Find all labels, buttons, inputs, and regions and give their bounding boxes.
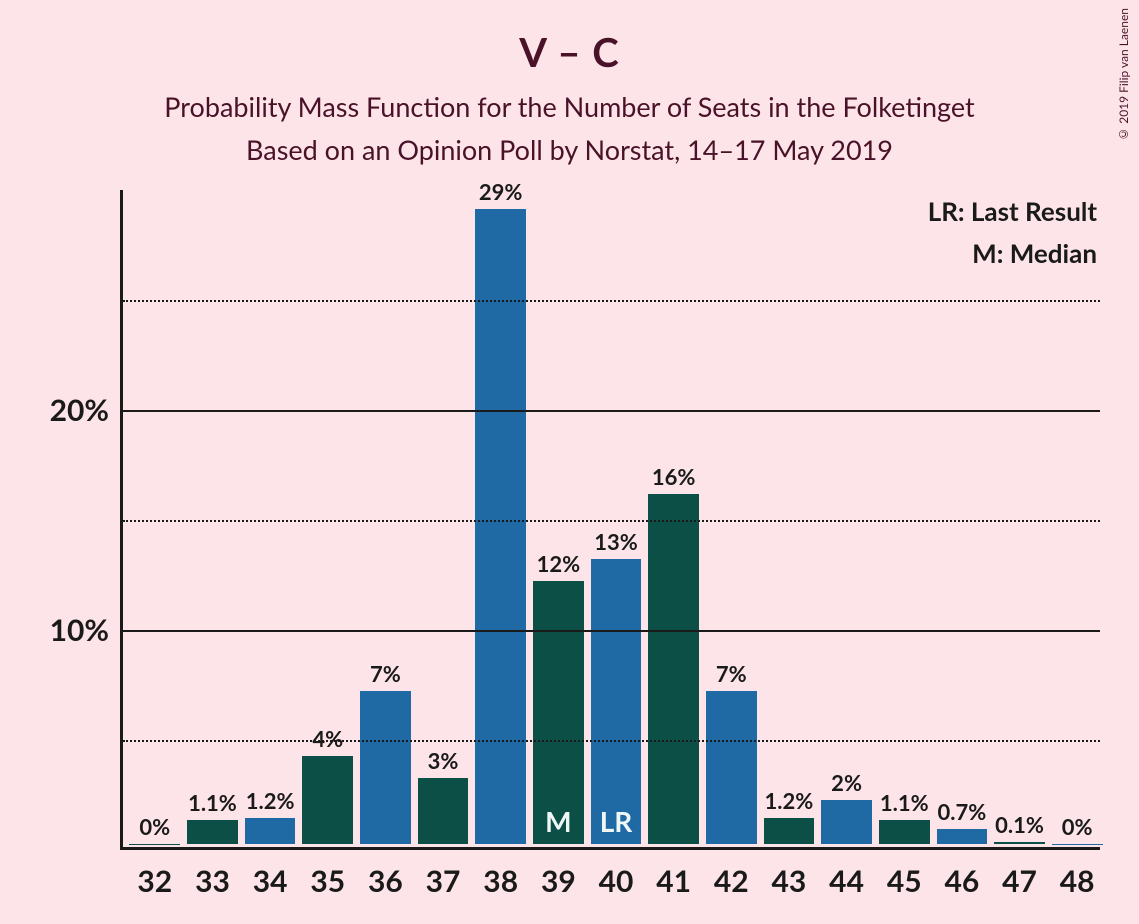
bar-value-label: 16% <box>652 463 696 494</box>
x-axis-label: 41 <box>656 847 691 899</box>
bar: 7% <box>706 691 757 844</box>
plot: 0%1.1%1.2%4%7%3%29%12%M13%LR16%7%1.2%2%1… <box>120 190 1100 850</box>
x-axis-label: 45 <box>887 847 922 899</box>
x-axis-label: 36 <box>368 847 403 899</box>
bar-value-label: 0.1% <box>995 811 1044 842</box>
bar-value-label: 3% <box>428 747 459 778</box>
x-axis-label: 46 <box>944 847 979 899</box>
bar: 3% <box>418 778 469 844</box>
x-axis-label: 47 <box>1002 847 1037 899</box>
bar: 0.7% <box>937 829 988 844</box>
y-axis-label: 10% <box>50 612 123 648</box>
bar: 0% <box>129 844 180 845</box>
bar-value-label: 7% <box>716 660 747 691</box>
bar-annotation: M <box>545 804 571 838</box>
bar: 0% <box>1052 844 1103 845</box>
bar: 1.1% <box>187 820 238 844</box>
bar-value-label: 1.2% <box>765 787 814 818</box>
x-axis-label: 40 <box>599 847 634 899</box>
bar: 1.2% <box>764 818 815 844</box>
bar: 16% <box>648 494 699 844</box>
bar-annotation: LR <box>600 804 633 838</box>
bar-value-label: 0.7% <box>937 798 986 829</box>
bar-value-label: 0% <box>139 813 170 844</box>
title-block: V – C Probability Mass Function for the … <box>0 0 1139 166</box>
chart-title: V – C <box>0 28 1139 76</box>
x-axis-label: 43 <box>772 847 807 899</box>
x-axis-label: 32 <box>137 847 172 899</box>
x-axis-label: 37 <box>426 847 461 899</box>
bar-value-label: 0% <box>1062 813 1093 844</box>
bar: 1.1% <box>879 820 930 844</box>
gridline-minor <box>123 300 1100 302</box>
bar: 13%LR <box>591 559 642 844</box>
bar: 1.2% <box>245 818 296 844</box>
gridline-major <box>123 410 1100 412</box>
gridline-major <box>123 630 1100 632</box>
bar-value-label: 13% <box>594 528 638 559</box>
bar-value-label: 29% <box>479 178 523 209</box>
bars-container: 0%1.1%1.2%4%7%3%29%12%M13%LR16%7%1.2%2%1… <box>123 190 1100 844</box>
bar-value-label: 12% <box>537 550 581 581</box>
x-axis-label: 42 <box>714 847 749 899</box>
bar-value-label: 1.2% <box>246 787 295 818</box>
y-axis-label: 20% <box>50 392 123 428</box>
gridline-minor <box>123 740 1100 742</box>
copyright-text: © 2019 Filip van Laenen <box>1116 8 1131 142</box>
bar-value-label: 2% <box>831 769 862 800</box>
x-axis-label: 44 <box>829 847 864 899</box>
x-axis-label: 34 <box>253 847 288 899</box>
chart-area: 0%1.1%1.2%4%7%3%29%12%M13%LR16%7%1.2%2%1… <box>120 190 1100 850</box>
bar: 0.1% <box>994 842 1045 844</box>
x-axis-label: 33 <box>195 847 230 899</box>
x-axis-label: 48 <box>1060 847 1095 899</box>
chart-subtitle-1: Probability Mass Function for the Number… <box>0 90 1139 123</box>
x-axis-label: 38 <box>483 847 518 899</box>
gridline-minor <box>123 520 1100 522</box>
bar: 4% <box>302 756 353 844</box>
bar-value-label: 1.1% <box>880 789 929 820</box>
bar-value-label: 1.1% <box>188 789 237 820</box>
bar: 7% <box>360 691 411 844</box>
bar: 2% <box>821 800 872 844</box>
x-axis-label: 39 <box>541 847 576 899</box>
bar: 29% <box>475 209 526 844</box>
bar: 12%M <box>533 581 584 844</box>
x-axis-label: 35 <box>310 847 345 899</box>
bar-value-label: 7% <box>370 660 401 691</box>
chart-subtitle-2: Based on an Opinion Poll by Norstat, 14–… <box>0 133 1139 166</box>
